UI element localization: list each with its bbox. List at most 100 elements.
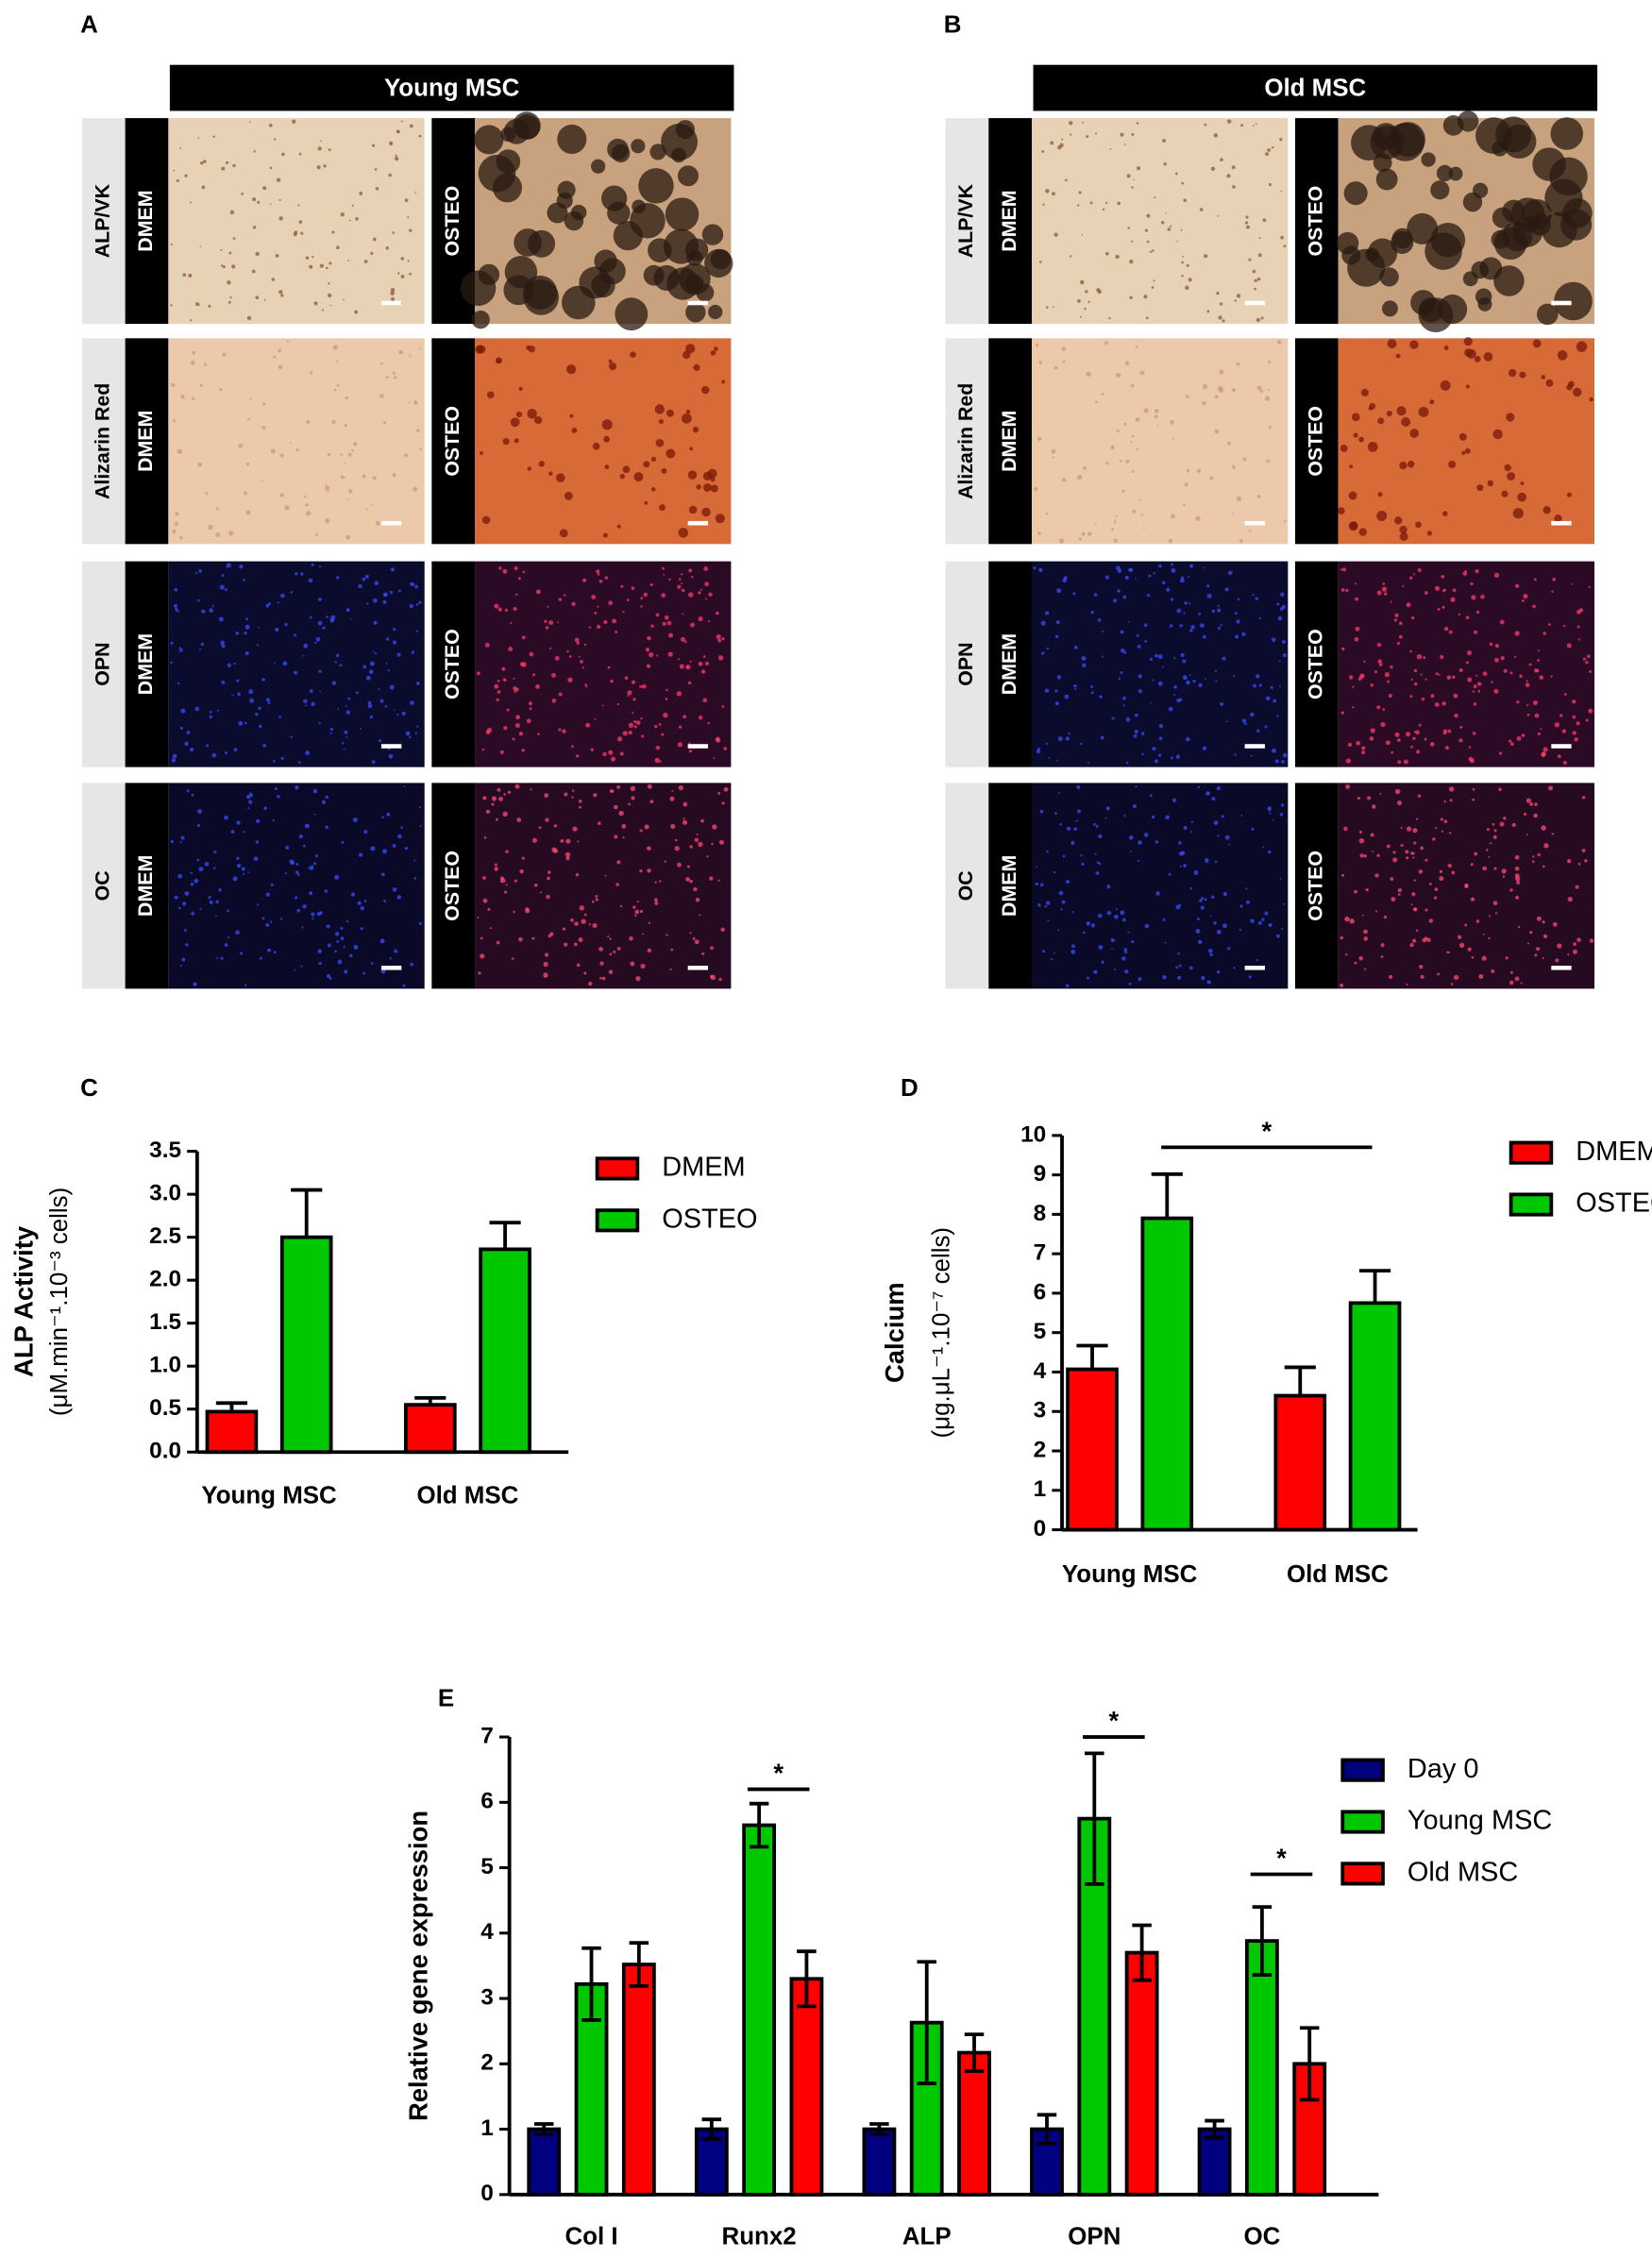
micrograph-detail (1131, 470, 1135, 473)
micrograph-detail (1434, 887, 1439, 891)
micrograph-detail (684, 640, 687, 644)
micrograph-detail (1397, 738, 1401, 742)
micrograph-detail (1341, 873, 1344, 877)
micrograph-detail (1056, 588, 1062, 594)
micrograph-detail (1409, 695, 1413, 699)
micrograph-detail (349, 953, 353, 958)
micrograph-detail (1409, 340, 1419, 349)
micrograph-detail (1480, 594, 1485, 599)
micrograph-detail (1051, 192, 1055, 196)
micrograph-detail (583, 643, 587, 647)
y-tick-label: 2 (480, 2050, 494, 2076)
micrograph-detail (1220, 701, 1224, 706)
micrograph-detail (1501, 490, 1509, 497)
micrograph (475, 783, 732, 989)
micrograph-detail (231, 264, 236, 269)
micrograph-detail (184, 891, 190, 896)
micrograph-detail (403, 785, 406, 788)
panel-letter: C (80, 1075, 98, 1102)
micrograph-detail (588, 626, 591, 629)
micrograph-detail (1448, 630, 1453, 634)
micrograph-detail (1514, 583, 1520, 588)
micrograph-detail (1092, 823, 1096, 826)
micrograph-detail (527, 466, 532, 471)
micrograph-detail (344, 730, 348, 734)
micrograph-detail (481, 748, 485, 751)
micrograph-detail (317, 620, 323, 626)
micrograph-detail (476, 671, 480, 676)
micrograph-detail (1542, 934, 1548, 939)
micrograph-detail (1430, 694, 1435, 699)
micrograph-detail (514, 438, 519, 444)
micrograph-detail (1188, 564, 1194, 568)
micrograph-detail (362, 577, 366, 581)
micrograph-detail (1499, 821, 1505, 827)
micrograph-detail (1039, 261, 1042, 263)
micrograph-detail (649, 582, 653, 587)
micrograph-detail (1472, 731, 1476, 735)
micrograph-detail (374, 652, 378, 655)
micrograph-detail (1542, 957, 1544, 960)
micrograph-detail (610, 756, 616, 762)
micrograph-detail (1095, 824, 1099, 828)
micrograph-detail (278, 364, 283, 370)
micrograph-detail (331, 681, 337, 685)
micrograph-detail (297, 204, 300, 207)
y-tick-label: 5 (1034, 1319, 1047, 1344)
micrograph-detail (1489, 642, 1493, 647)
micrograph-detail (491, 802, 495, 806)
micrograph-detail (1400, 827, 1403, 830)
micrograph-detail (474, 125, 504, 155)
micrograph-detail (1505, 956, 1509, 960)
micrograph-detail (261, 425, 266, 430)
micrograph-detail (1462, 192, 1483, 212)
micrograph-detail (1429, 742, 1435, 747)
micrograph-detail (689, 932, 692, 935)
condition-label: OSTEO (441, 406, 464, 477)
micrograph-detail (1268, 183, 1273, 187)
micrograph-detail (1271, 637, 1276, 643)
micrograph-detail (1510, 742, 1514, 747)
micrograph-detail (270, 883, 274, 886)
micrograph-detail (710, 248, 732, 270)
micrograph-detail (633, 725, 637, 729)
micrograph-detail (1183, 825, 1188, 830)
micrograph-detail (1245, 215, 1249, 219)
micrograph-detail (1256, 729, 1260, 733)
micrograph-detail (497, 607, 502, 612)
micrograph-detail (1358, 837, 1365, 844)
micrograph-detail (337, 708, 340, 710)
micrograph-detail (1222, 891, 1227, 897)
micrograph-detail (346, 710, 351, 715)
micrograph-detail (1461, 450, 1466, 455)
micrograph-detail (1138, 498, 1141, 501)
micrograph-detail (543, 961, 548, 968)
micrograph-detail (631, 586, 635, 590)
legend-label: DMEM (1576, 1137, 1652, 1167)
micrograph-detail (612, 618, 617, 624)
micrograph-detail (1038, 361, 1043, 365)
micrograph-detail (1095, 132, 1098, 135)
micrograph-detail (1465, 661, 1469, 665)
micrograph-detail (582, 578, 587, 582)
micrograph-detail (1341, 567, 1347, 572)
micrograph-detail (1270, 685, 1273, 689)
micrograph-detail (348, 219, 351, 222)
micrograph-detail (1182, 256, 1184, 258)
micrograph-detail (1182, 503, 1186, 507)
micrograph-detail (256, 644, 260, 647)
micrograph-detail (305, 503, 309, 507)
micrograph-detail (394, 156, 399, 161)
micrograph-detail (1348, 675, 1354, 680)
micrograph-detail (290, 735, 294, 738)
micrograph-detail (239, 564, 244, 569)
micrograph-detail (329, 728, 333, 732)
micrograph-detail (334, 950, 337, 953)
micrograph-detail (186, 789, 190, 793)
micrograph-detail (720, 927, 725, 932)
micrograph-detail (1387, 680, 1391, 683)
micrograph-detail (404, 453, 409, 458)
micrograph-detail (1204, 858, 1209, 863)
micrograph-detail (407, 216, 410, 219)
micrograph-detail (537, 733, 540, 735)
